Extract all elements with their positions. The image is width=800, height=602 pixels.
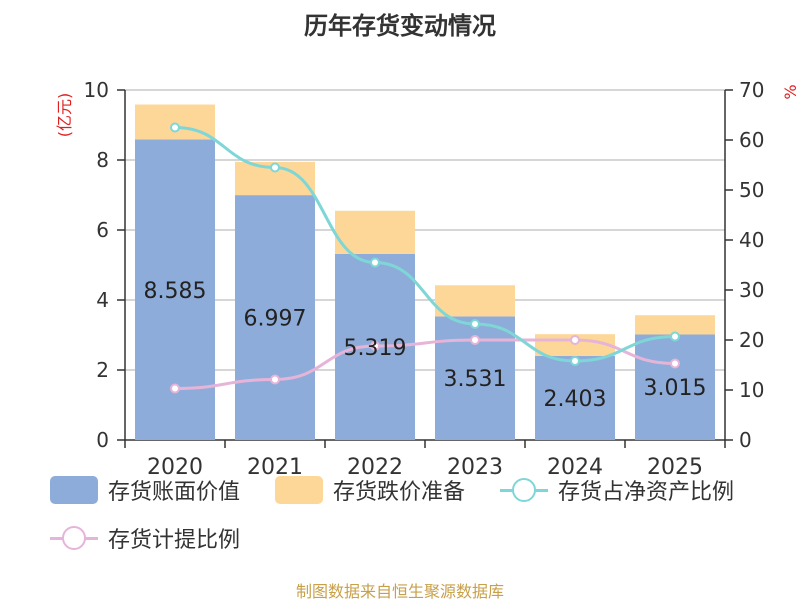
y-tick-label-right: 0 (739, 428, 752, 452)
chart-title: 历年存货变动情况 (304, 12, 496, 40)
legend-swatch-provision-ratio (50, 524, 98, 552)
y-tick-label-left: 8 (96, 148, 109, 172)
bar-book-value (535, 355, 615, 440)
provision-ratio-point (470, 335, 480, 345)
provision-ratio-point (670, 358, 680, 369)
y-tick-label-left: 10 (84, 78, 109, 102)
legend-item-impairment[interactable]: 存货跌价准备 (275, 474, 465, 506)
y-tick-label-left: 0 (96, 428, 109, 452)
ratio-net-assets-line (174, 126, 676, 363)
legend-swatch-ratio-net-assets (500, 476, 548, 504)
legend-label-provision-ratio: 存货计提比例 (108, 528, 241, 553)
y-tick-label-right: 70 (739, 78, 764, 102)
legend-swatch-impairment (275, 476, 323, 504)
bar-impairment (435, 285, 515, 317)
y-tick-label-right: 60 (739, 128, 764, 152)
provision-ratio-point (370, 341, 380, 351)
legend-label-ratio-net-assets: 存货占净资产比例 (558, 480, 735, 505)
bar-impairment (635, 315, 715, 335)
y-axis-label-right: % (781, 84, 800, 99)
x-tick-label: 2024 (547, 455, 603, 480)
legend-swatch-book-value (50, 476, 98, 504)
ratio-net-assets-point (170, 122, 180, 133)
bar-book-value (635, 334, 715, 440)
source-note: 制图数据来自恒生聚源数据库 (295, 582, 504, 601)
x-tick-label: 2021 (247, 455, 303, 480)
y-tick-label-right: 10 (739, 378, 764, 402)
x-tick-label: 2023 (447, 455, 503, 480)
bar-value-label: 3.531 (444, 367, 507, 392)
legend-label-book-value: 存货账面价值 (108, 480, 241, 505)
bar-value-label: 3.015 (644, 376, 707, 401)
y-tick-label-right: 50 (739, 178, 764, 202)
provision-ratio-point (170, 383, 180, 394)
bar-value-label: 2.403 (544, 387, 607, 412)
x-tick-label: 2022 (347, 455, 403, 480)
provision-ratio-point (270, 374, 280, 385)
bar-book-value (235, 195, 315, 440)
y-tick-label-right: 30 (739, 278, 764, 302)
bar-value-label: 6.997 (244, 307, 307, 332)
y-tick-label-left: 6 (96, 218, 109, 242)
y-tick-label-right: 40 (739, 228, 764, 252)
legend-label-impairment: 存货跌价准备 (333, 480, 466, 505)
provision-ratio-point (570, 335, 580, 345)
y-tick-label-left: 4 (96, 288, 109, 312)
legend-item-book-value[interactable]: 存货账面价值 (50, 474, 240, 506)
bar-impairment (335, 210, 415, 254)
x-tick-label: 2025 (647, 455, 703, 480)
ratio-net-assets-point (470, 319, 480, 329)
ratio-net-assets-point (370, 257, 380, 268)
x-tick-label: 2020 (147, 455, 203, 480)
ratio-net-assets-point (670, 331, 680, 342)
ratio-net-assets-point (570, 356, 580, 366)
y-axis-label-left: (亿元) (55, 93, 74, 138)
y-tick-label-right: 20 (739, 328, 764, 352)
bar-value-label: 5.319 (344, 336, 407, 361)
legend-item-ratio-net-assets[interactable]: 存货占净资产比例 (500, 474, 734, 506)
bar-value-label: 8.585 (144, 279, 207, 304)
y-tick-label-left: 2 (96, 358, 109, 382)
legend-item-provision-ratio[interactable]: 存货计提比例 (50, 522, 240, 554)
ratio-net-assets-point (270, 162, 280, 173)
provision-ratio-line (174, 338, 676, 390)
